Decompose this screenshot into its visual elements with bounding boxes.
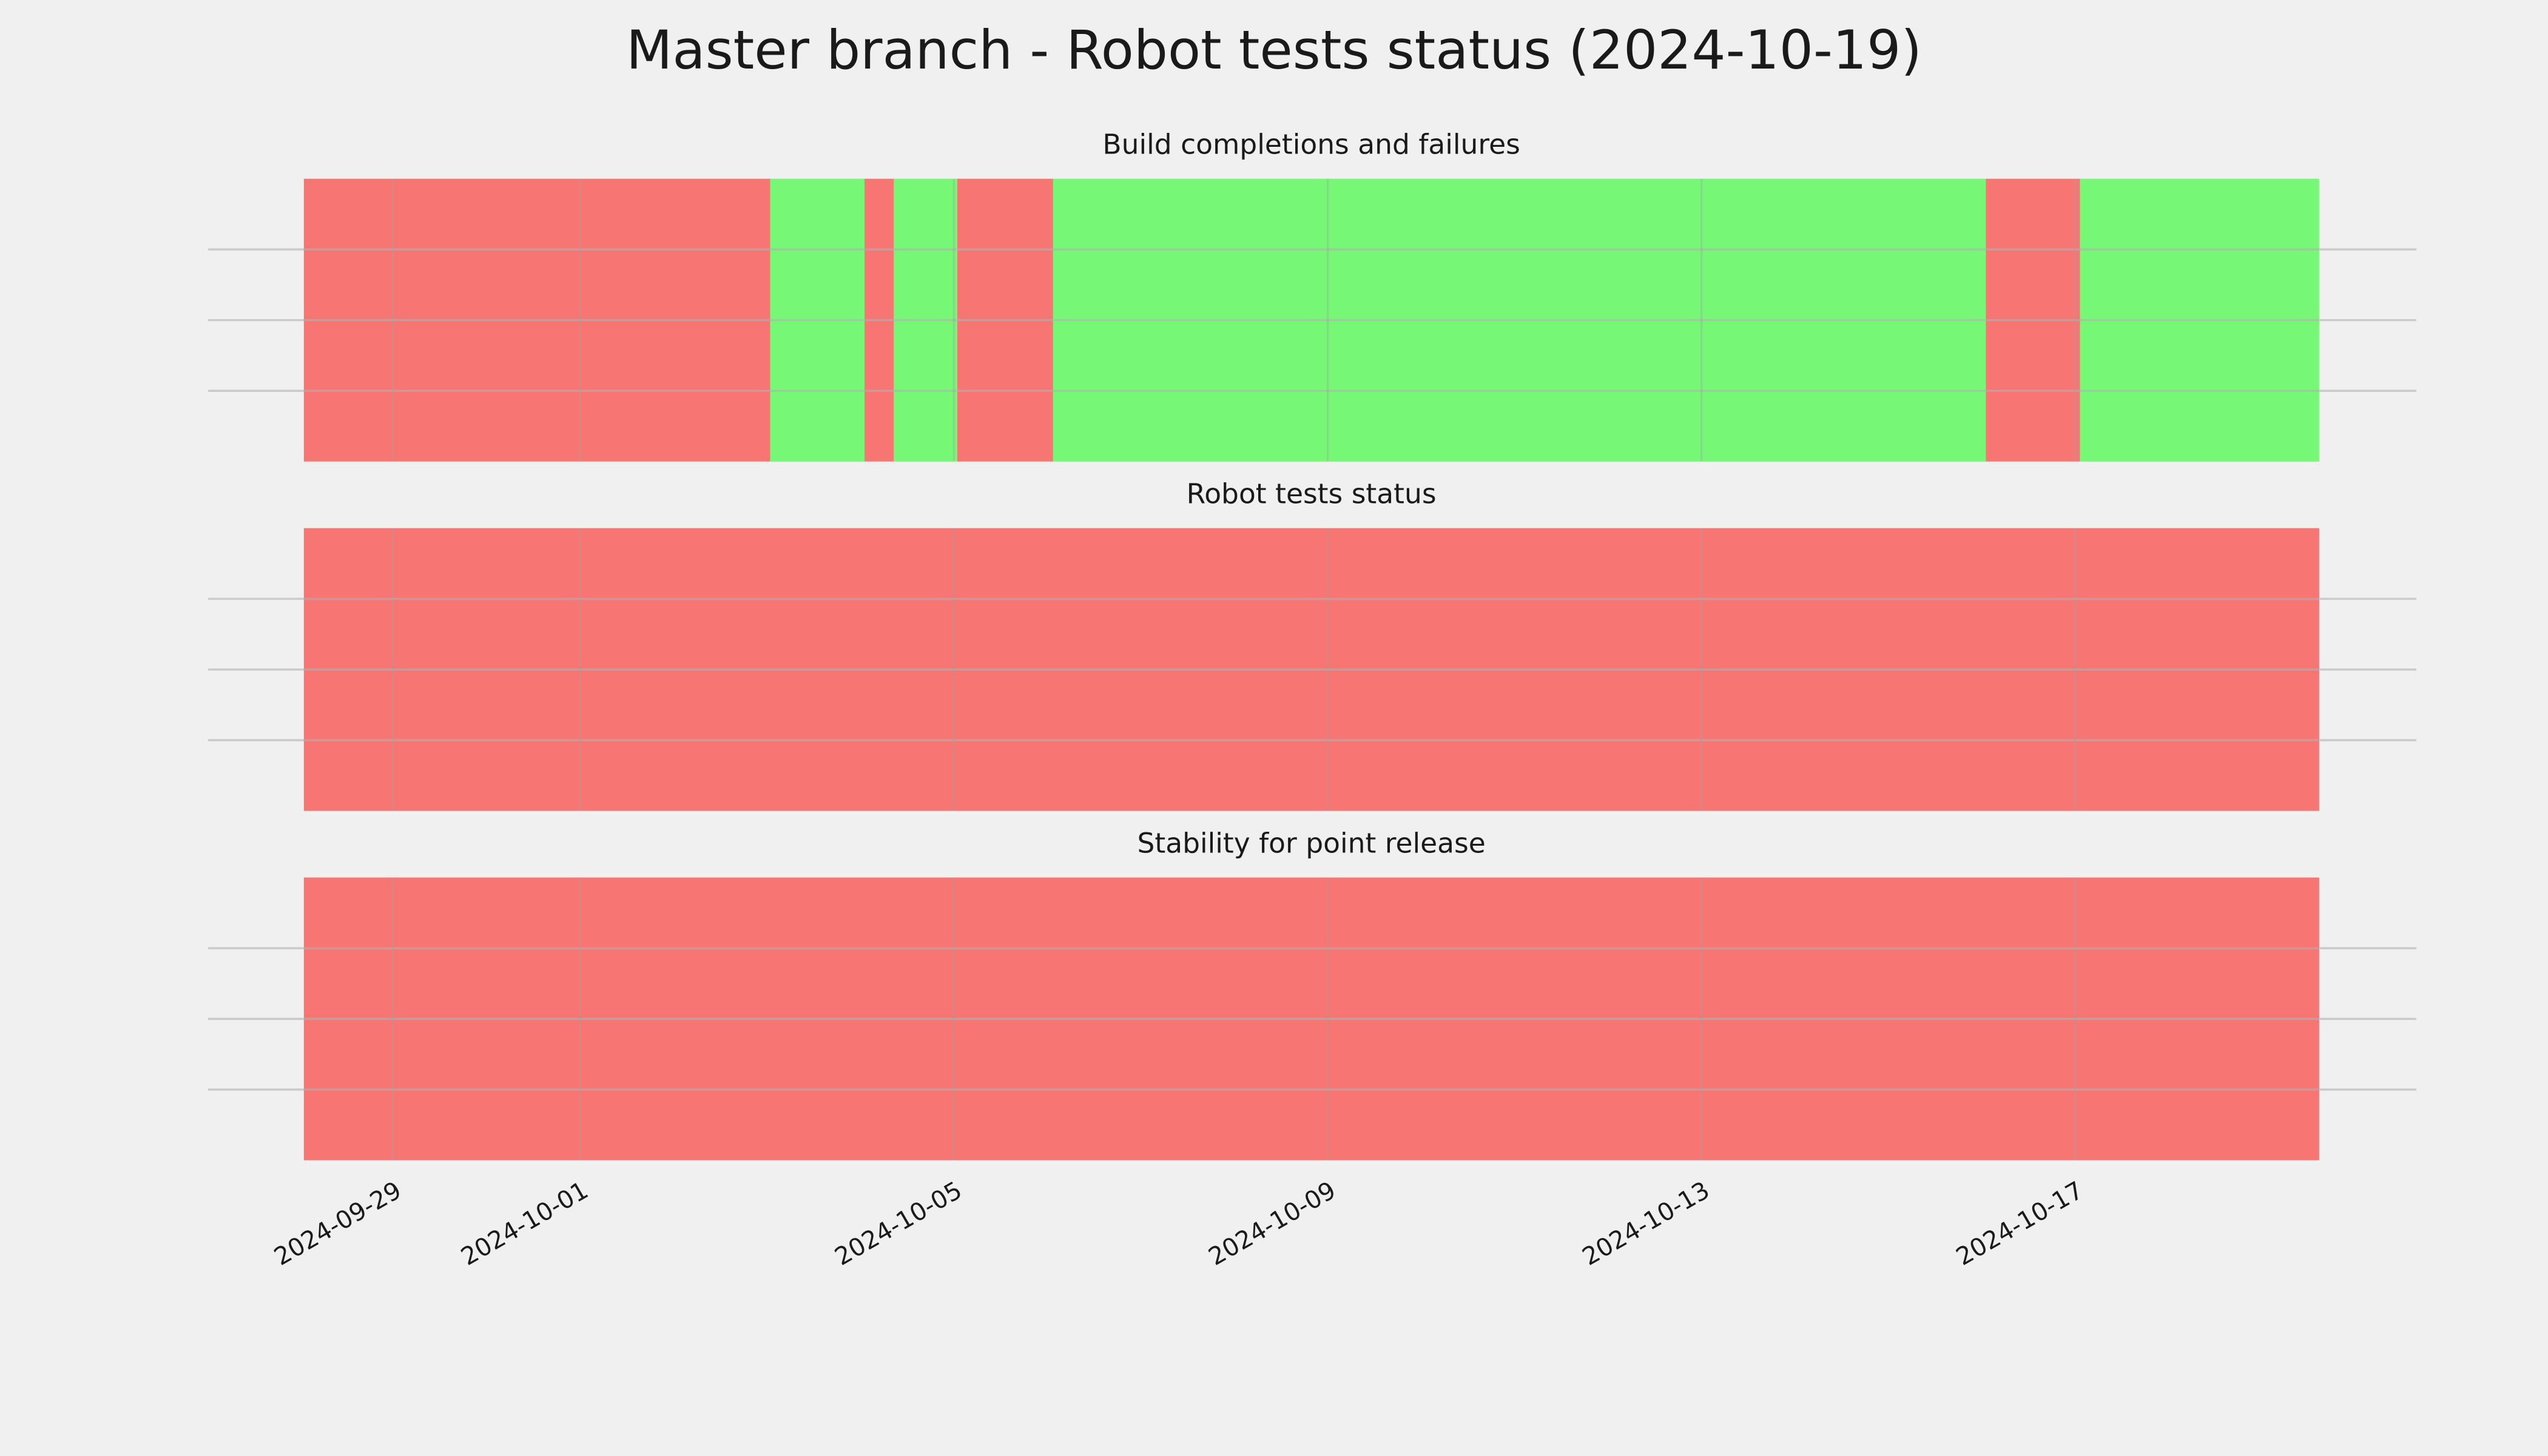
subplot-title: Build completions and failures xyxy=(1102,129,1520,161)
subplot-title: Stability for point release xyxy=(1137,827,1485,859)
chart-title: Master branch - Robot tests status (2024… xyxy=(626,19,1922,81)
subplot-title: Robot tests status xyxy=(1187,477,1437,510)
